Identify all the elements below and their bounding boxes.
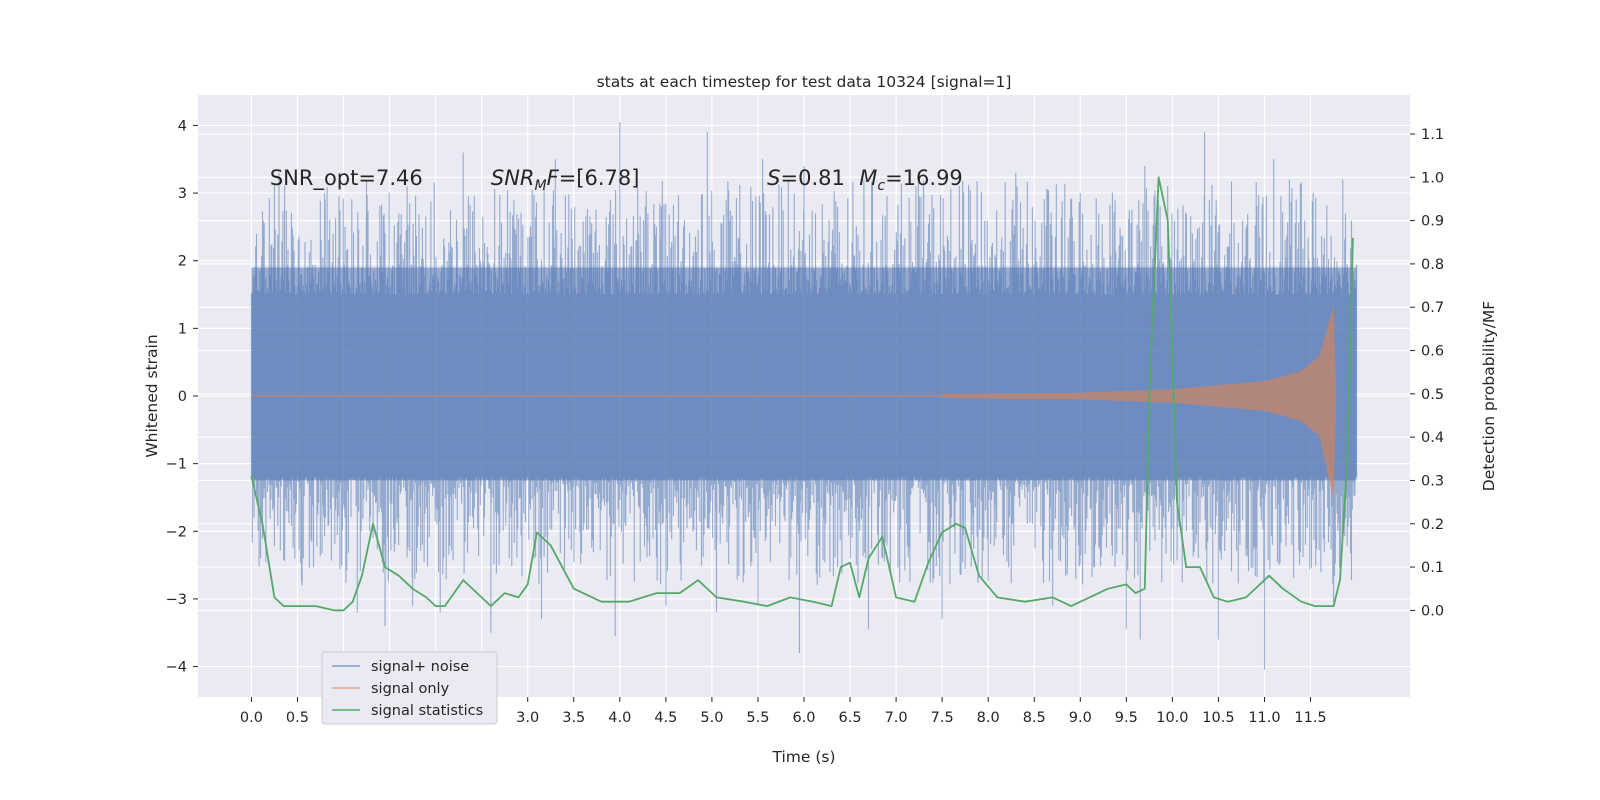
y-tick-label: 4: [178, 118, 187, 134]
x-tick-label: 6.0: [792, 710, 815, 726]
annotation-1: SNRMF=[6.78]: [491, 166, 640, 194]
x-tick-label: 0.0: [240, 710, 263, 726]
x-tick-label: 5.0: [700, 710, 723, 726]
legend-label-signal-noise: signal+ noise: [371, 659, 469, 675]
y-tick-label: 1: [178, 321, 187, 337]
y-tick-label: −4: [166, 660, 187, 676]
x-tick-label: 10.5: [1202, 710, 1234, 726]
x-tick-label: 0.5: [286, 710, 309, 726]
y2-tick-label: 0.3: [1421, 473, 1444, 489]
y2-tick-label: 1.1: [1421, 127, 1444, 143]
y2-tick-label: 1.0: [1421, 170, 1444, 186]
signal-statistics-line: [250, 176, 1354, 612]
x-tick-label: 6.5: [839, 710, 862, 726]
y-axis-label: Whitened strain: [143, 334, 161, 457]
x-tick-label: 4.5: [654, 710, 677, 726]
x-tick-label: 8.5: [1023, 710, 1046, 726]
legend: signal+ noise signal only signal statist…: [321, 651, 498, 725]
annotation-0: SNR_opt=7.46: [270, 166, 423, 191]
x-tick-label: 5.5: [746, 710, 769, 726]
legend-label-signal-only: signal only: [371, 681, 450, 697]
annotations: SNR_opt=7.46 SNRMF=[6.78] S=0.81 Mc=16.99: [270, 166, 963, 194]
y2-tick-label: 0.8: [1421, 257, 1444, 273]
x-tick-label: 4.0: [608, 710, 631, 726]
y2-tick-label: 0.9: [1421, 214, 1444, 230]
x-tick-label: 7.0: [885, 710, 908, 726]
y2-axis-ticks: 1.1 1.0 0.9 0.8 0.7 0.6 0.5 0.4 0.3 0.2 0.1 0.0: [1410, 127, 1444, 619]
y2-tick-label: 0.1: [1421, 560, 1444, 576]
y2-tick-label: 0.0: [1421, 603, 1444, 619]
y2-tick-label: 0.4: [1421, 430, 1444, 446]
x-tick-label: 9.5: [1115, 710, 1138, 726]
y-tick-label: −3: [166, 592, 187, 608]
y2-axis-label: Detection probability/MF: [1480, 301, 1498, 492]
series-signal-only: [251, 304, 1337, 501]
y-tick-label: −1: [166, 457, 187, 473]
x-tick-label: 3.0: [516, 710, 539, 726]
y2-tick-label: 0.5: [1421, 387, 1444, 403]
x-tick-label: 9.0: [1069, 710, 1092, 726]
x-axis-ticks: 0.00.51.01.52.02.53.03.54.04.55.05.56.06…: [240, 697, 1327, 726]
annotation-2: S=0.81: [767, 166, 845, 190]
x-tick-label: 3.5: [562, 710, 585, 726]
legend-label-signal-statistics: signal statistics: [371, 703, 483, 719]
y-tick-label: 2: [178, 254, 187, 270]
y2-tick-label: 0.6: [1421, 344, 1444, 360]
x-tick-label: 10.0: [1156, 710, 1188, 726]
x-tick-label: 11.0: [1248, 710, 1280, 726]
chart-title: stats at each timestep for test data 103…: [597, 73, 1012, 91]
annotation-3: Mc=16.99: [859, 166, 963, 194]
y2-tick-label: 0.7: [1421, 300, 1444, 316]
x-tick-label: 8.0: [977, 710, 1000, 726]
x-tick-label: 7.5: [931, 710, 954, 726]
signal-only-chirp: [942, 304, 1337, 501]
y-tick-label: −2: [166, 524, 187, 540]
x-axis-label: Time (s): [771, 748, 835, 766]
y-tick-label: 0: [178, 389, 187, 405]
x-tick-label: 11.5: [1294, 710, 1326, 726]
y2-tick-label: 0.2: [1421, 517, 1444, 533]
legend-box: [321, 651, 498, 725]
y-axis-ticks: 4 3 2 1 0 −1 −2 −3 −4: [166, 118, 198, 676]
y-tick-label: 3: [178, 186, 187, 202]
series-signal-statistics: [250, 176, 1354, 612]
